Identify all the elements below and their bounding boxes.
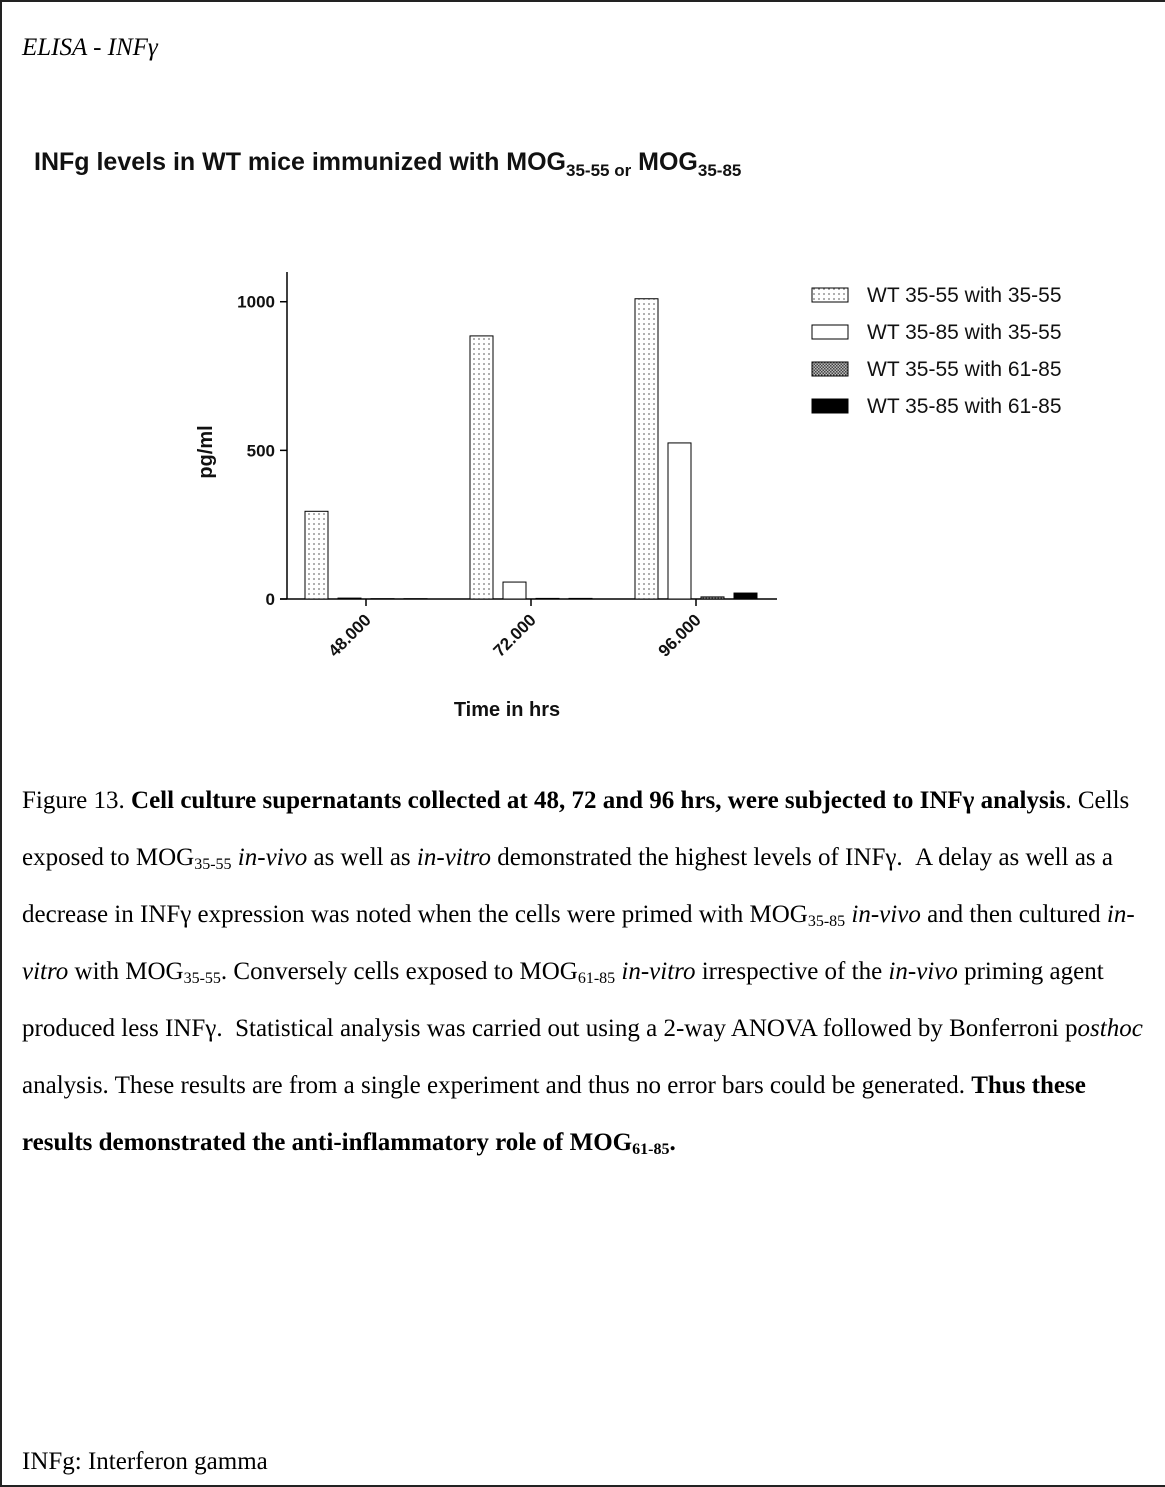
x-axis-label: Time in hrs (454, 699, 560, 721)
caption-run: priming agent produced less INFγ. Statis… (22, 958, 1110, 1042)
bar (733, 592, 758, 600)
caption-run: osthoc (1077, 1015, 1143, 1042)
caption-run: in-vivo (888, 958, 958, 985)
caption-run: . Conversely cells exposed to MOG (220, 958, 578, 985)
caption-run: in-vivo (845, 901, 921, 928)
caption-run: 35-85 (807, 913, 846, 930)
bar (469, 335, 494, 600)
caption-run: in-vitro (416, 844, 491, 871)
caption-run: Cell culture supernatants collected at 4… (131, 787, 1066, 814)
legend-label: WT 35-85 with 35-55 (867, 321, 1062, 344)
y-tick-label: 0 (266, 590, 275, 609)
bar (304, 510, 329, 600)
caption-run: 61-85 (632, 1141, 670, 1158)
chart: INFg levels in WT mice immunized with MO… (34, 148, 1062, 721)
caption-run: Figure 13. (22, 787, 132, 814)
caption-run: . Cells exposed to MOG (22, 787, 1136, 871)
title-part: 35-85 (698, 161, 741, 180)
caption: Figure 13. Cell culture supernatants col… (22, 772, 1162, 1171)
caption-run: in-vitro (615, 958, 696, 985)
footnote: INFg: Interferon gamma (22, 1448, 268, 1475)
bar (667, 442, 692, 600)
title-part: 35-55 or (566, 161, 632, 180)
title-part: INFg levels in WT mice immunized with MO… (34, 148, 566, 176)
bar (700, 596, 725, 600)
caption-run: as well as (307, 844, 417, 871)
x-tick-label: 72.000 (490, 610, 540, 660)
y-tick-label: 1000 (237, 293, 275, 312)
legend-swatch (811, 324, 849, 340)
caption-run: . (669, 1129, 676, 1156)
caption-run: with MOG (68, 958, 184, 985)
legend-label: WT 35-55 with 35-55 (867, 284, 1062, 307)
y-axis-label: pg/ml (195, 425, 217, 478)
caption-run: Thus these results demonstrated the anti… (22, 1072, 1093, 1156)
legend-label: WT 35-55 with 61-85 (867, 358, 1062, 381)
caption-run: and then cultured (920, 901, 1107, 928)
bar (502, 581, 527, 600)
legend-swatch (811, 287, 849, 303)
legend-swatch (811, 398, 849, 414)
legend-swatch (811, 361, 849, 377)
caption-run: 35-55 (183, 970, 221, 987)
caption-run: 61-85 (577, 970, 616, 987)
legend-label: WT 35-85 with 61-85 (867, 395, 1062, 418)
chart-title: INFg levels in WT mice immunized with MO… (34, 148, 741, 180)
caption-run: in-vitro (22, 901, 1135, 985)
bar (337, 597, 362, 600)
caption-run: analysis. These results are from a singl… (22, 1015, 1150, 1099)
caption-run: in-vivo (231, 844, 308, 871)
caption-run: demonstrated the highest levels of INFγ.… (22, 844, 1120, 928)
bar (568, 597, 593, 600)
title-part: MOG (631, 148, 698, 176)
section-heading: ELISA - INFγ (22, 34, 158, 61)
caption-run: irrespective of the (695, 958, 889, 985)
x-tick-label: 96.000 (655, 610, 705, 660)
caption-run: 35-55 (194, 856, 232, 873)
bar (634, 298, 659, 600)
bar (535, 597, 560, 600)
x-tick-label: 48.000 (325, 610, 375, 660)
y-tick-label: 500 (247, 441, 275, 460)
